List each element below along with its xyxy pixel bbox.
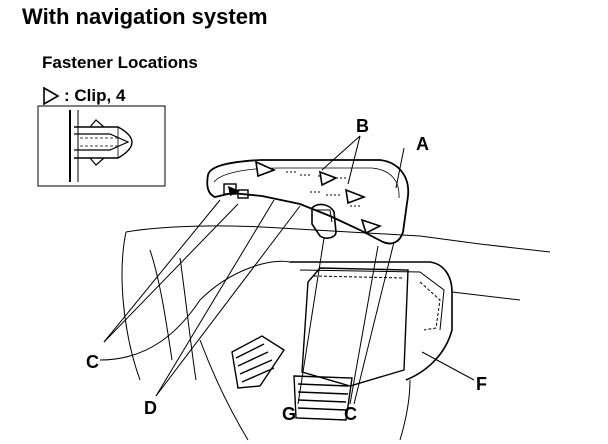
legend-label: : Clip, 4 xyxy=(64,86,126,105)
callout-c-left: C xyxy=(86,352,99,372)
callout-d: D xyxy=(144,398,157,418)
clip-detail-inset xyxy=(37,105,166,187)
top-cover-panel xyxy=(206,159,410,245)
page-title: With navigation system xyxy=(22,4,268,29)
callout-c-right: C xyxy=(344,404,357,424)
callout-a: A xyxy=(416,134,429,154)
dashboard-body xyxy=(99,225,551,441)
callout-b: B xyxy=(356,116,369,136)
callout-f: F xyxy=(476,374,487,394)
section-subtitle: Fastener Locations xyxy=(42,53,198,72)
legend-clip: : Clip, 4 xyxy=(42,86,125,106)
clip-triangle-icon xyxy=(43,86,60,106)
leader-lines xyxy=(103,135,475,405)
callout-g: G xyxy=(282,404,297,424)
